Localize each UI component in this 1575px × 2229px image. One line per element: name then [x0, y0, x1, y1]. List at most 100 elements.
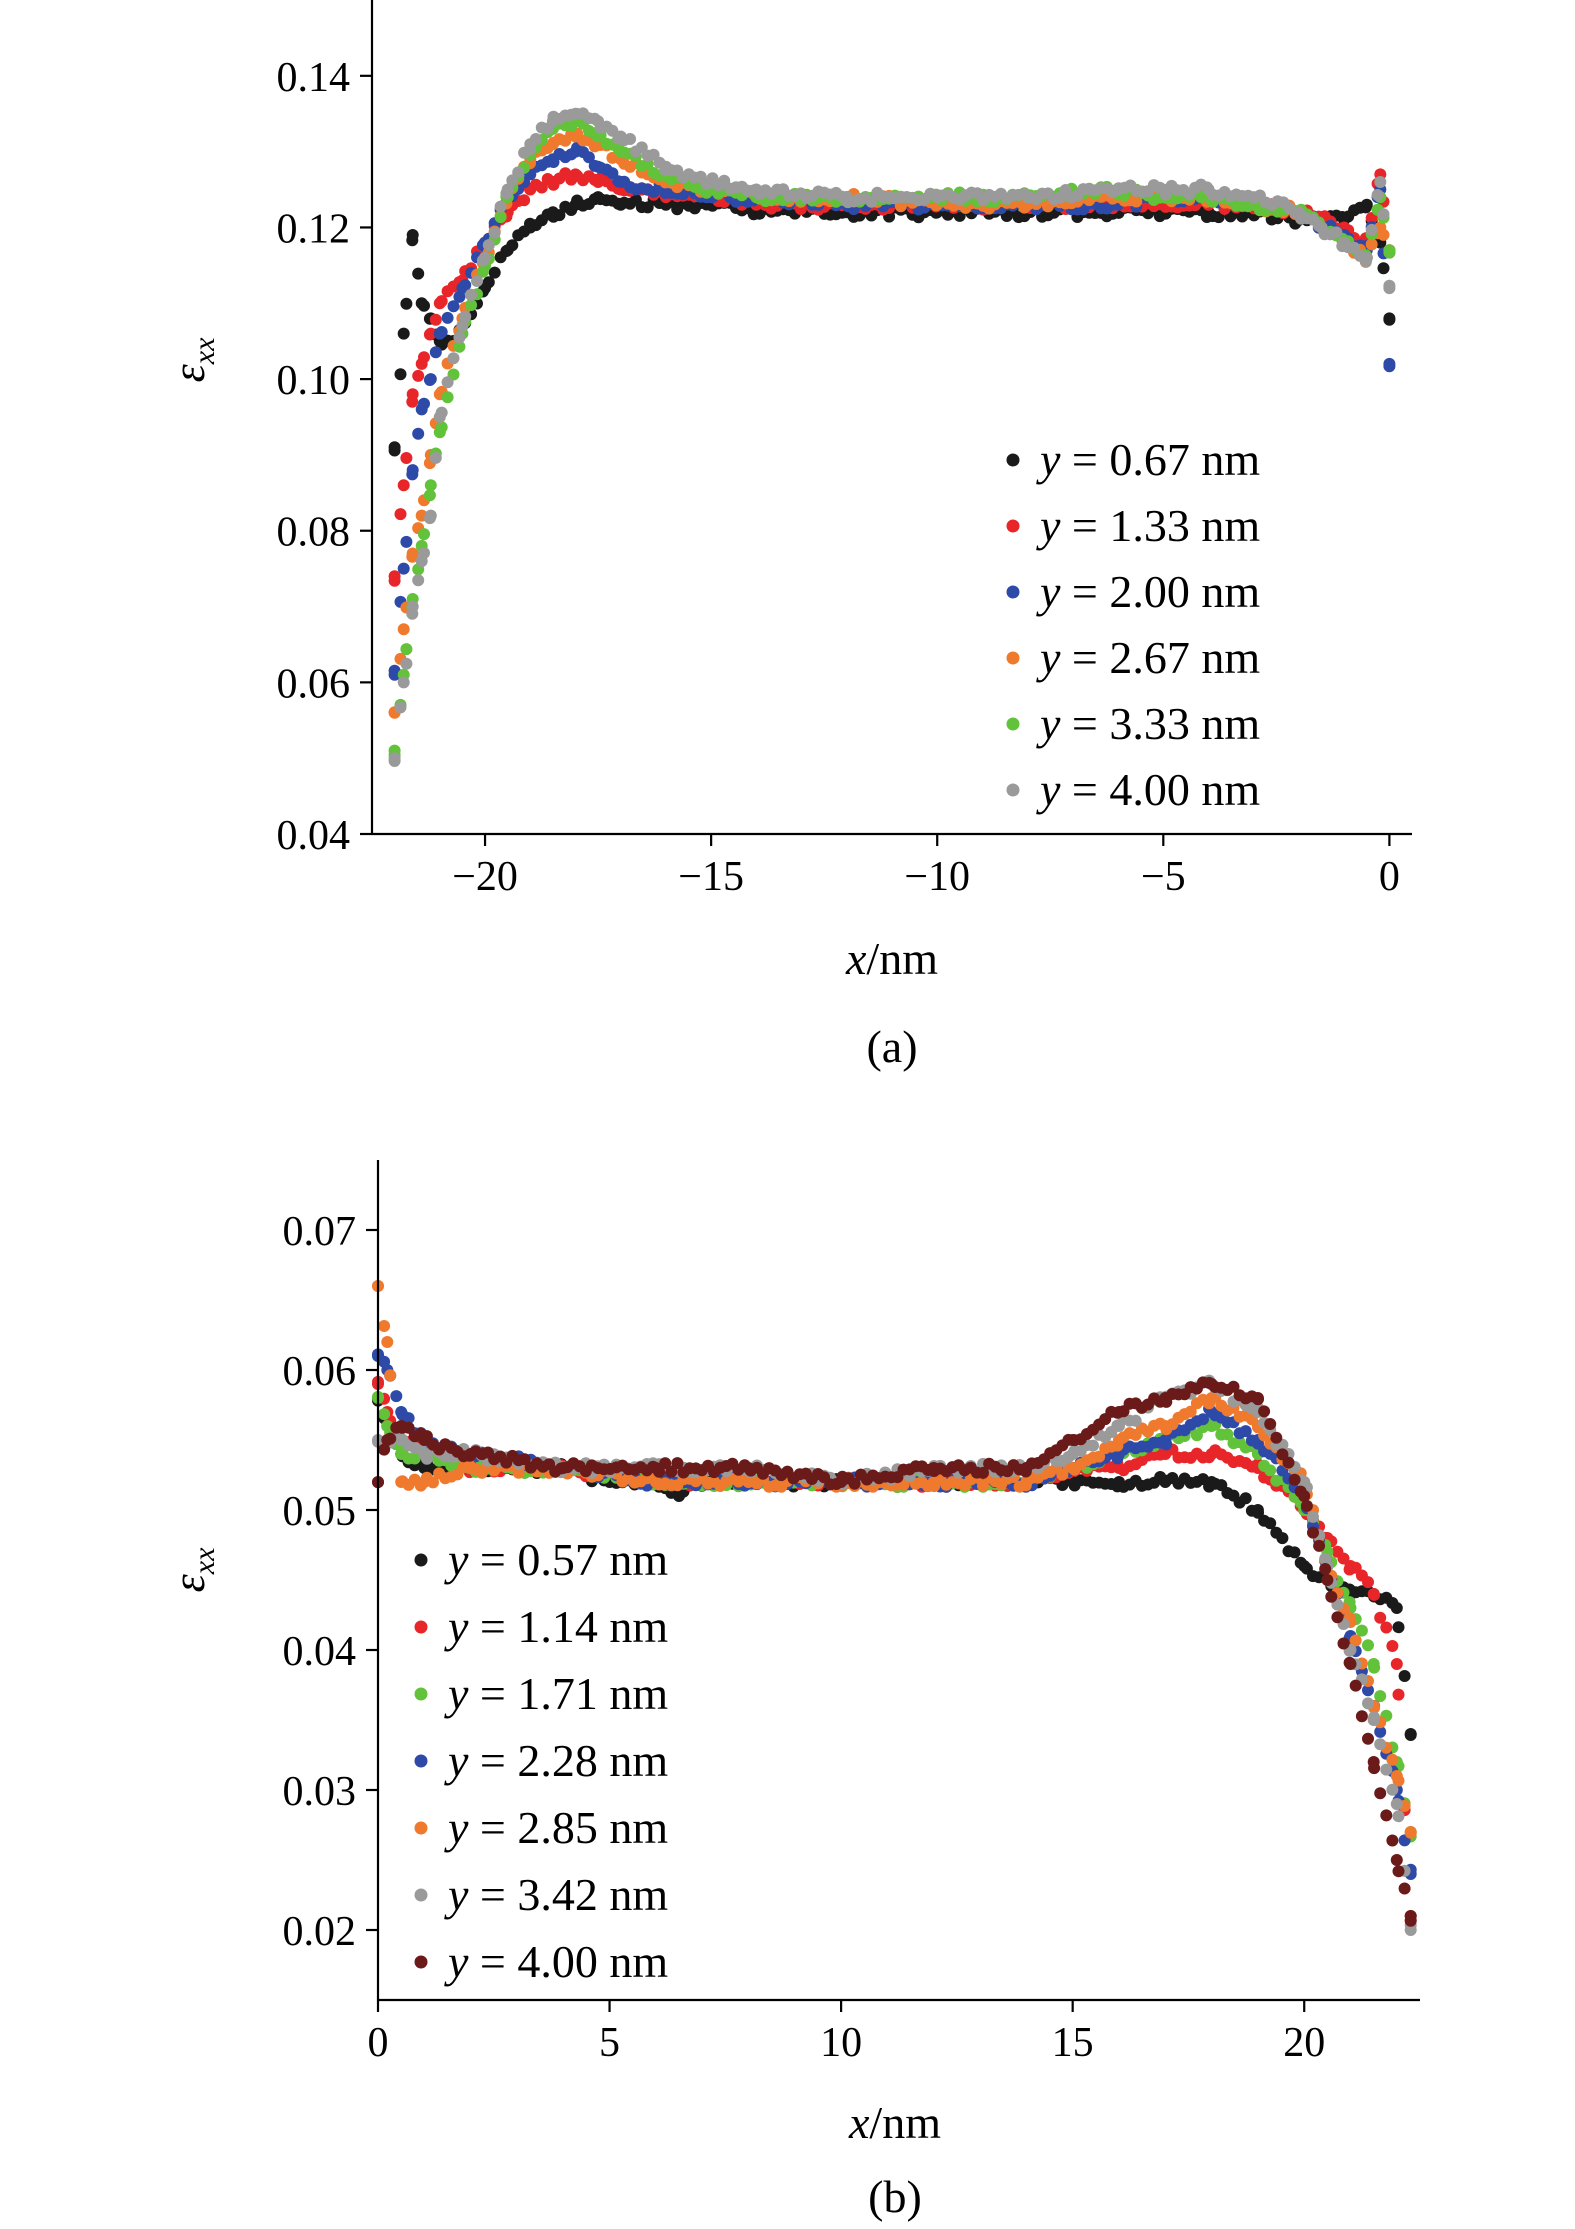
data-point [394, 508, 407, 521]
data-point [1113, 1406, 1125, 1418]
y-tick-label: 0.12 [277, 206, 351, 252]
legend-marker [414, 1754, 428, 1768]
data-point [1331, 1611, 1344, 1624]
legend-marker [414, 1553, 428, 1567]
y-tick-label: 0.07 [283, 1209, 357, 1255]
y-tick-label: 0.04 [283, 1629, 357, 1675]
data-point [614, 176, 627, 188]
data-point [1313, 1539, 1326, 1552]
data-point [479, 251, 491, 264]
data-point [1288, 1473, 1301, 1486]
data-point [1360, 198, 1373, 211]
data-point [423, 489, 436, 502]
data-point [742, 1462, 755, 1474]
legend-label: y = 4.00 nm [444, 1936, 668, 1987]
plot-area-a [388, 107, 1396, 767]
legend-a: y = 0.67 nm y = 1.33 nm y = 2.00 nm y = 2.6… [1006, 434, 1260, 815]
data-point [406, 388, 419, 401]
data-point [1276, 1532, 1289, 1545]
data-point [1386, 1834, 1399, 1847]
data-point [546, 176, 559, 188]
y-tick-label: 0.06 [277, 661, 351, 707]
data-point [927, 1476, 940, 1488]
data-point [441, 311, 454, 324]
data-point [433, 327, 446, 340]
x-tick-label: −15 [678, 854, 744, 900]
data-point [1365, 238, 1378, 251]
data-point [742, 1476, 755, 1488]
data-point [592, 176, 605, 188]
data-point [1355, 1624, 1368, 1637]
data-point [388, 668, 401, 681]
x-tick-label: 20 [1283, 2020, 1325, 2066]
y-tick-label: 0.05 [283, 1489, 357, 1535]
x-tick-label: 0 [1379, 854, 1400, 900]
data-point [433, 426, 446, 439]
data-point [1251, 1504, 1264, 1516]
data-point [1349, 1634, 1362, 1647]
data-point [1239, 1492, 1252, 1505]
data-point [1383, 244, 1396, 257]
data-point [501, 244, 514, 257]
data-point [441, 391, 454, 404]
data-point [840, 191, 853, 204]
legend-label: y = 3.42 nm [444, 1869, 668, 1920]
legend-label: y = 3.33 nm [1036, 698, 1260, 749]
data-point [1315, 221, 1328, 234]
data-point [395, 1448, 408, 1460]
data-point [1093, 1450, 1106, 1463]
data-point [415, 297, 428, 310]
data-point [512, 166, 525, 179]
data-point [397, 676, 410, 689]
legend-marker [414, 1888, 428, 1902]
data-point [582, 151, 595, 164]
y-tick-label: 0.10 [277, 358, 351, 404]
data-point [1221, 1428, 1234, 1441]
y-axis-label-a: εxx [163, 337, 221, 382]
data-point [1390, 1658, 1403, 1670]
data-point [1355, 1710, 1368, 1723]
x-tick-label: −20 [452, 854, 518, 900]
data-point [433, 411, 446, 423]
data-point [1386, 1640, 1399, 1652]
data-point [1184, 1405, 1197, 1418]
data-point [659, 1457, 672, 1470]
data-point [378, 1443, 391, 1456]
y-ticks-a: 0.04 0.06 0.08 0.10 0.12 0.14 [277, 55, 372, 859]
data-point [381, 1420, 394, 1432]
data-point [424, 479, 437, 492]
data-point [1066, 1476, 1079, 1488]
data-point [512, 1466, 525, 1479]
data-point [1021, 191, 1034, 204]
legend-label: y = 4.00 nm [1036, 764, 1260, 815]
data-point [471, 275, 483, 287]
data-point [1197, 1413, 1209, 1426]
data-point [406, 464, 419, 477]
data-point [1380, 1763, 1393, 1776]
data-point [381, 1434, 394, 1446]
data-point [429, 313, 442, 326]
data-point [1374, 1725, 1387, 1738]
legend-label: y = 1.14 nm [444, 1601, 668, 1652]
data-point [412, 427, 425, 440]
legend-label: y = 2.00 nm [1036, 566, 1260, 617]
data-point [488, 266, 501, 279]
data-point [418, 1448, 431, 1460]
data-point [1307, 1510, 1319, 1523]
data-point [848, 1477, 861, 1490]
legend-marker [414, 1955, 428, 1969]
y-tick-label: 0.06 [283, 1349, 357, 1395]
data-point [592, 191, 605, 204]
data-point [1367, 1658, 1380, 1670]
data-point [569, 168, 582, 181]
data-point [1298, 1560, 1311, 1572]
data-point [1112, 183, 1125, 196]
data-point [464, 1462, 477, 1474]
data-point [1386, 1783, 1399, 1796]
data-point [1264, 1418, 1277, 1430]
x-tick-label: 10 [820, 2020, 862, 2066]
data-point [447, 352, 460, 365]
data-point [1404, 1924, 1417, 1936]
data-point [1380, 1809, 1393, 1822]
data-point [1362, 1684, 1374, 1697]
